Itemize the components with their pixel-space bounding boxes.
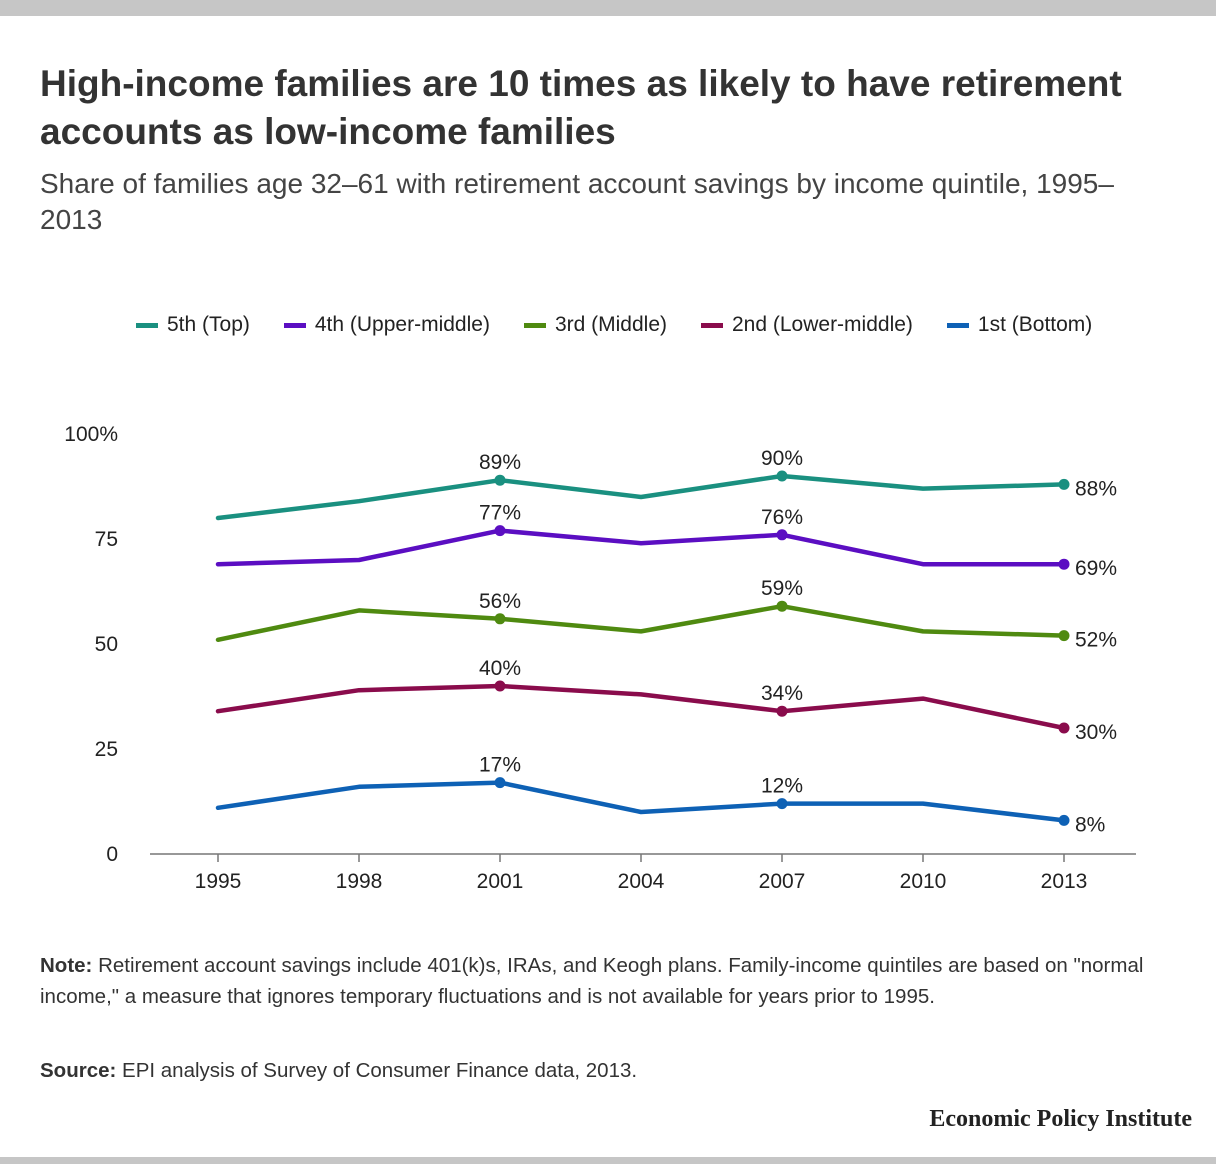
data-label: 17% <box>479 754 521 777</box>
chart-source: Source: EPI analysis of Survey of Consum… <box>40 1055 1180 1086</box>
data-point <box>776 529 788 541</box>
legend-swatch <box>283 322 306 328</box>
series-line-3 <box>215 603 1067 643</box>
data-point <box>494 613 506 625</box>
data-label: 77% <box>479 502 521 525</box>
legend-item-3: 3rd (Middle) <box>523 312 667 338</box>
y-tick-label: 100% <box>64 423 118 446</box>
legend-label: 1st (Bottom) <box>977 313 1093 336</box>
data-label: 52% <box>1075 629 1117 652</box>
legend-swatch <box>523 322 546 328</box>
legend-item-5: 1st (Bottom) <box>946 312 1093 338</box>
y-tick-label: 0 <box>106 843 118 866</box>
data-label: 56% <box>479 590 521 613</box>
legend-item-1: 5th (Top) <box>136 312 250 338</box>
x-tick-label: 1998 <box>336 870 383 893</box>
data-point <box>494 525 506 537</box>
data-point <box>1058 722 1070 734</box>
y-tick-label: 25 <box>95 738 118 761</box>
brand-logo-text: Economic Policy Institute <box>929 1106 1192 1132</box>
series-line-4 <box>215 683 1067 731</box>
data-point <box>776 470 788 482</box>
data-point <box>1058 558 1070 570</box>
data-label: 69% <box>1075 557 1117 580</box>
legend-item-4: 2nd (Lower-middle) <box>701 312 913 338</box>
note-text: Retirement account savings include 401(k… <box>40 954 1144 1008</box>
series-line-2 <box>215 528 1067 567</box>
data-label: 89% <box>479 451 521 474</box>
data-label: 30% <box>1075 721 1117 744</box>
x-tick-label: 2004 <box>618 870 665 893</box>
data-label: 12% <box>761 775 803 798</box>
legend-label: 5th (Top) <box>167 313 250 336</box>
series-line-5 <box>215 780 1067 823</box>
note-label: Note: <box>40 954 93 977</box>
data-label: 34% <box>761 682 803 705</box>
data-label: 8% <box>1075 813 1105 836</box>
chart-legend: 5th (Top) 4th (Upper-middle) 3rd (Middle) 2… <box>136 312 1096 338</box>
x-tick-label: 2007 <box>759 870 806 893</box>
x-tick-label: 1995 <box>195 870 242 893</box>
x-tick-label: 2001 <box>477 870 524 893</box>
data-point <box>494 474 506 486</box>
bottom-border-bar <box>0 1157 1216 1164</box>
source-label: Source: <box>40 1059 117 1082</box>
data-point <box>776 798 788 810</box>
y-tick-label: 50 <box>95 633 118 656</box>
source-text: EPI analysis of Survey of Consumer Finan… <box>116 1059 638 1082</box>
y-tick-label: 75 <box>95 528 118 551</box>
data-point <box>776 600 788 612</box>
line-chart: 0 25 50 75 100% 1995 1998 2001 2004 2007 2010 2013 8… <box>64 423 1136 893</box>
data-point <box>776 705 788 717</box>
chart-note: Note: Retirement account savings include… <box>40 950 1180 1012</box>
legend-swatch <box>136 322 158 328</box>
data-label: 88% <box>1075 477 1117 500</box>
data-label: 76% <box>761 506 803 529</box>
data-point <box>494 680 506 692</box>
x-tick-label: 2010 <box>900 870 947 893</box>
legend-swatch <box>946 322 969 328</box>
legend-label: 2nd (Lower-middle) <box>732 313 913 336</box>
data-point <box>1058 814 1070 826</box>
legend-label: 3rd (Middle) <box>554 313 667 336</box>
top-border-bar <box>0 0 1216 16</box>
data-label: 59% <box>761 577 803 600</box>
legend-item-2: 4th (Upper-middle) <box>283 312 490 338</box>
series-line-1 <box>215 473 1067 521</box>
x-tick-label: 2013 <box>1041 870 1088 893</box>
legend-swatch <box>701 322 723 328</box>
data-point <box>494 777 506 789</box>
chart-title: High-income families are 10 times as lik… <box>40 63 1122 152</box>
chart-subtitle: Share of families age 32–61 with retirem… <box>40 168 1114 235</box>
legend-label: 4th (Upper-middle) <box>314 313 490 336</box>
data-point <box>1058 630 1070 642</box>
data-point <box>1058 478 1070 490</box>
data-label: 90% <box>761 447 803 470</box>
data-label: 40% <box>479 657 521 680</box>
